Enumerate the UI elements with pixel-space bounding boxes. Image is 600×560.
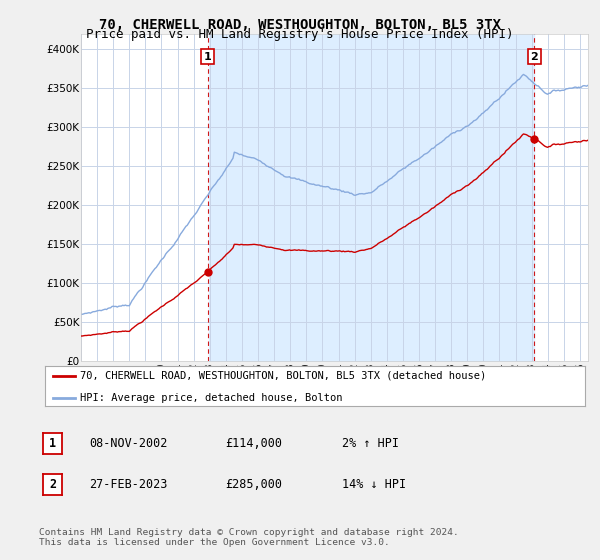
Text: 1: 1 — [203, 52, 211, 62]
Text: £285,000: £285,000 — [225, 478, 282, 491]
Text: 2: 2 — [49, 478, 56, 491]
Text: £114,000: £114,000 — [225, 437, 282, 450]
Text: 27-FEB-2023: 27-FEB-2023 — [89, 478, 167, 491]
Text: 14% ↓ HPI: 14% ↓ HPI — [342, 478, 406, 491]
Text: HPI: Average price, detached house, Bolton: HPI: Average price, detached house, Bolt… — [80, 393, 343, 403]
Text: 70, CHERWELL ROAD, WESTHOUGHTON, BOLTON, BL5 3TX (detached house): 70, CHERWELL ROAD, WESTHOUGHTON, BOLTON,… — [80, 371, 487, 381]
Text: 2: 2 — [530, 52, 538, 62]
Text: Price paid vs. HM Land Registry's House Price Index (HPI): Price paid vs. HM Land Registry's House … — [86, 28, 514, 41]
Text: 2% ↑ HPI: 2% ↑ HPI — [342, 437, 399, 450]
Text: 1: 1 — [49, 437, 56, 450]
Text: Contains HM Land Registry data © Crown copyright and database right 2024.
This d: Contains HM Land Registry data © Crown c… — [39, 528, 459, 547]
Text: 70, CHERWELL ROAD, WESTHOUGHTON, BOLTON, BL5 3TX: 70, CHERWELL ROAD, WESTHOUGHTON, BOLTON,… — [99, 18, 501, 32]
Text: 08-NOV-2002: 08-NOV-2002 — [89, 437, 167, 450]
